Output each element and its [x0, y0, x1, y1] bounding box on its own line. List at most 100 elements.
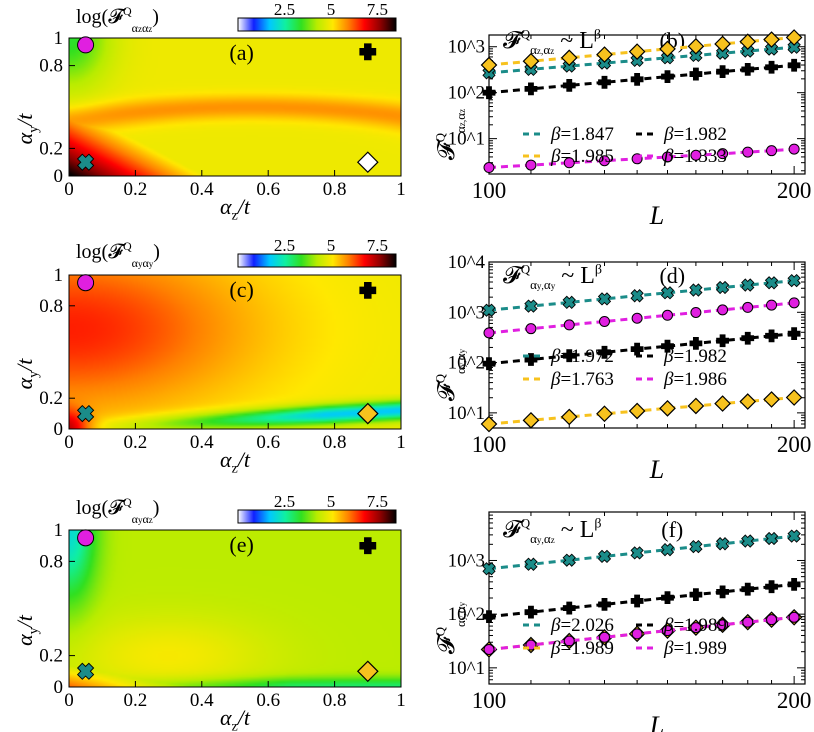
data-point: [689, 67, 703, 81]
plot-frame: [68, 37, 402, 177]
series-line: [488, 582, 795, 619]
data-point: [766, 145, 778, 157]
y-tick-label: 10^1: [448, 403, 485, 424]
data-point: [763, 31, 780, 48]
y-axis-label: αy/t: [12, 358, 42, 390]
legend-label: β=2.026: [550, 615, 614, 636]
data-point: [785, 29, 803, 46]
data-point: [689, 539, 703, 554]
data-point: [482, 562, 496, 576]
y-tick-label: 10^2: [448, 83, 485, 104]
data-point: [714, 35, 731, 53]
x-tick-label: 0.4: [190, 690, 214, 711]
data-point: [765, 580, 778, 594]
x-tick-label: 100: [472, 688, 507, 713]
marker-cross: [76, 404, 95, 423]
data-point: [562, 349, 576, 363]
data-point: [563, 319, 575, 331]
x-tick-label: 0.2: [124, 179, 148, 200]
data-point: [562, 295, 576, 310]
y-tick-label: 1: [54, 265, 64, 286]
marker-circle: [77, 529, 95, 547]
panel-label: (c): [229, 277, 253, 302]
series-line: [488, 36, 795, 67]
data-point: [763, 391, 780, 408]
data-point: [661, 625, 673, 637]
marker-plus: [359, 282, 377, 299]
data-point: [739, 393, 757, 410]
data-point: [525, 323, 537, 335]
data-point: [765, 60, 778, 74]
data-point: [631, 628, 643, 640]
data-point: [562, 601, 576, 615]
data-point: [597, 292, 612, 306]
x-tick-label: 0.2: [124, 690, 148, 711]
data-point: [597, 549, 612, 564]
y-tick-label: 10^4: [448, 252, 486, 273]
data-point: [742, 301, 754, 313]
data-point: [716, 334, 729, 348]
data-point: [785, 389, 803, 406]
y-axis-label: αy/t: [12, 113, 42, 145]
data-point: [524, 82, 538, 96]
data-point: [659, 399, 676, 417]
legend-label: β=1.985: [550, 146, 614, 167]
data-point: [741, 331, 755, 345]
x-tick-label: 0: [64, 432, 74, 453]
data-point: [631, 312, 643, 324]
colorbar-tick-label: 5: [327, 236, 336, 255]
data-point: [717, 304, 729, 316]
data-point: [690, 306, 702, 318]
x-tick-label: 0: [64, 690, 74, 711]
y-tick-label: 1: [54, 28, 64, 49]
data-point: [483, 162, 495, 174]
data-point: [480, 415, 498, 433]
series-line: [488, 45, 795, 75]
data-point: [524, 605, 538, 619]
y-tick-label: 0.2: [39, 388, 63, 409]
y-tick-label: 10^2: [448, 353, 485, 374]
data-point: [524, 557, 538, 571]
panel-label: (a): [229, 40, 253, 65]
colorbar: [237, 17, 397, 32]
marker-plus: [359, 43, 377, 61]
data-point: [596, 405, 613, 423]
data-point: [661, 151, 673, 163]
marker-diamond: [356, 402, 379, 425]
data-point: [628, 402, 646, 420]
data-point: [630, 72, 644, 86]
x-tick-label: 0.2: [124, 432, 148, 453]
colorbar-tick-label: 7.5: [367, 0, 388, 19]
data-point: [788, 611, 800, 623]
series-line: [488, 396, 795, 426]
data-point: [483, 327, 495, 339]
data-point: [661, 339, 674, 353]
data-point: [659, 40, 676, 58]
heatmap-image: [69, 38, 401, 176]
data-point: [598, 631, 610, 643]
y-tick-label: 0: [54, 419, 64, 440]
data-point: [482, 357, 496, 371]
y-axis-label: 𝓕Qαy,αy: [432, 601, 467, 654]
colorbar: [237, 509, 397, 524]
data-point: [741, 582, 755, 596]
heatmap-image: [69, 275, 401, 429]
x-tick-label: 100: [472, 432, 507, 457]
scaling-formula: 𝓕Qαz,αz ~ Lβ: [503, 26, 601, 57]
data-point: [598, 597, 611, 611]
legend-label: β=1.333: [663, 146, 727, 167]
marker-cross: [76, 153, 95, 171]
data-point: [598, 345, 611, 359]
y-tick-label: 10^3: [448, 302, 485, 323]
colorbar-title: log(𝓕Qαzαz): [76, 4, 159, 35]
marker-plus: [359, 537, 377, 555]
legend-label: β=1.982: [663, 124, 727, 145]
panel-label: (f): [661, 517, 683, 542]
data-point: [628, 43, 646, 60]
series-line: [488, 147, 795, 169]
y-tick-label: 0: [54, 677, 64, 698]
scatter-panel-f: 100 200 10^1 10^2 10^3 L 𝓕Qαy,αy 𝓕Qαy,αz ~ Lβ (f…: [432, 511, 811, 732]
data-point: [483, 643, 495, 655]
